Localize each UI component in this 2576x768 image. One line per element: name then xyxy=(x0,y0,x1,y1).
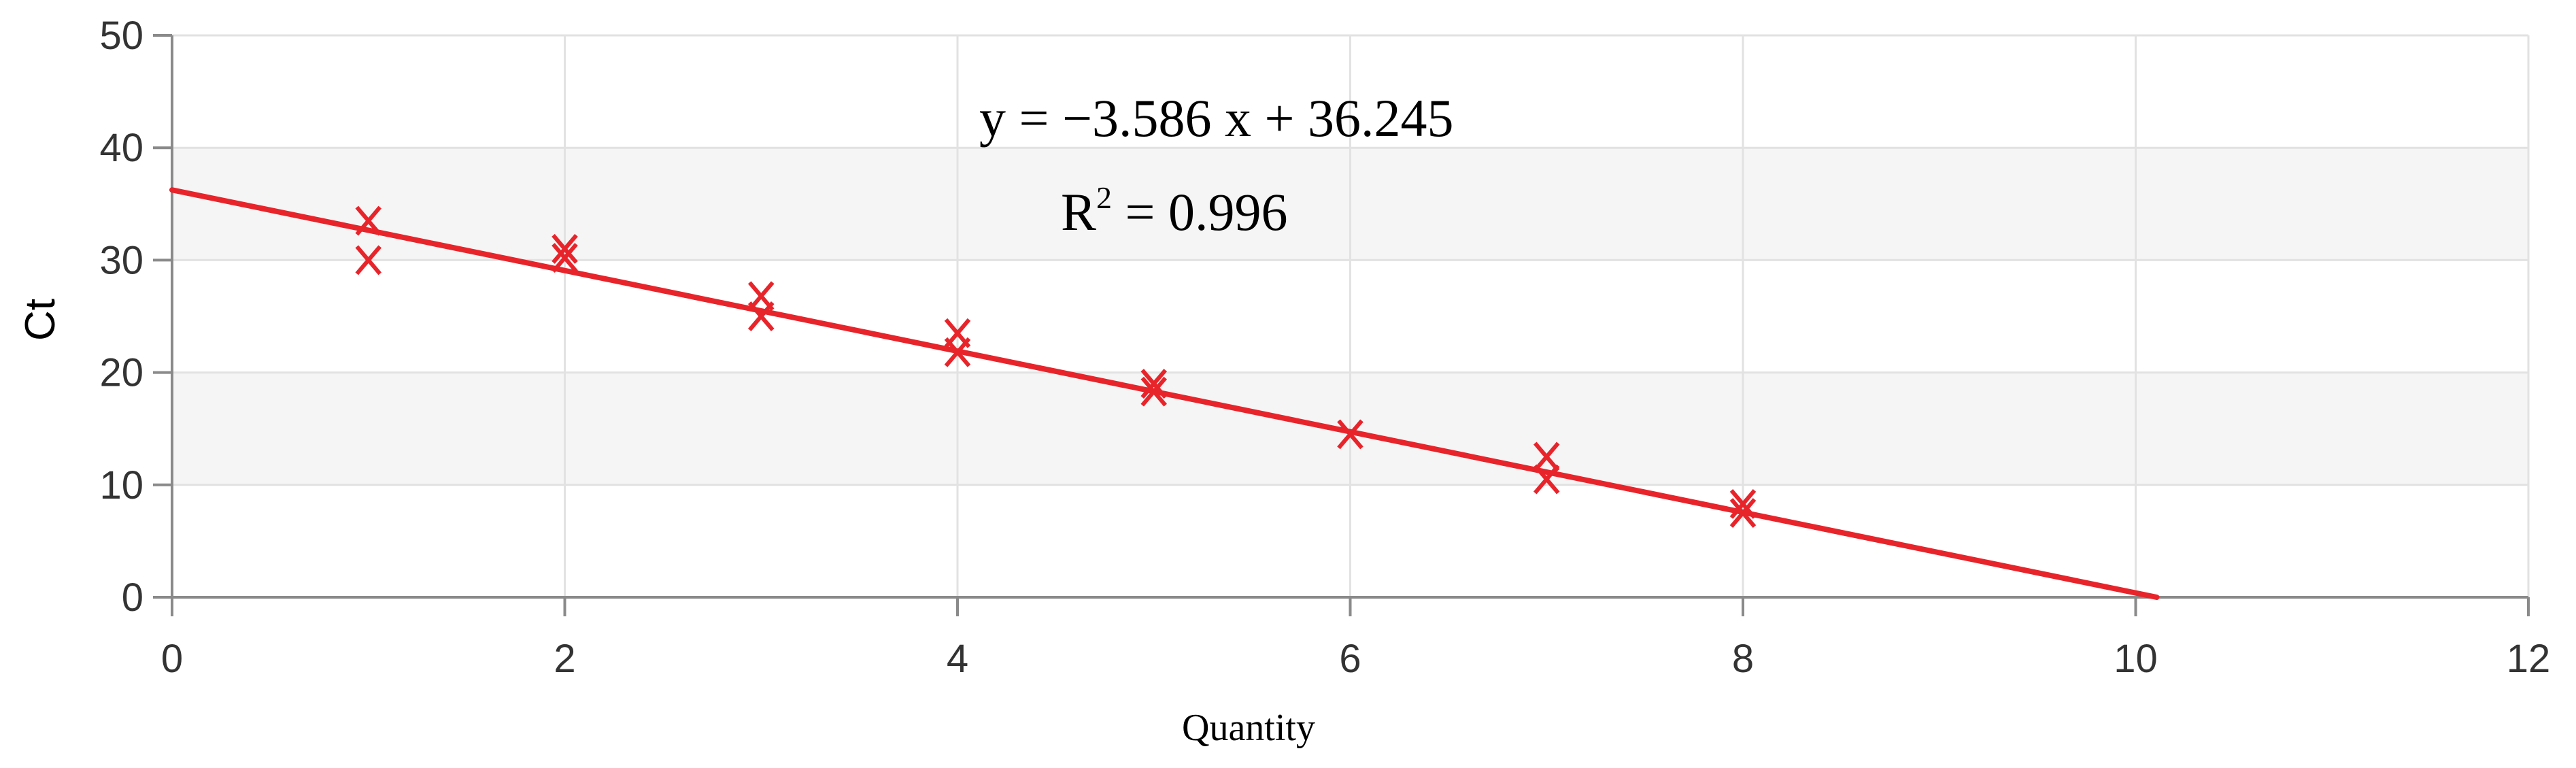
data-point xyxy=(1140,369,1168,399)
r-squared-label: R2 = 0.996 xyxy=(1061,180,1288,241)
y-tick-label: 0 xyxy=(122,575,143,620)
y-tick-label: 20 xyxy=(99,351,143,395)
x-axis-label: Quantity xyxy=(1182,707,1315,749)
x-tick-label: 6 xyxy=(1339,637,1361,681)
y-tick-label: 40 xyxy=(99,126,143,170)
point-stroke xyxy=(355,245,382,276)
x-tick-label: 8 xyxy=(1732,637,1754,681)
point-stroke xyxy=(944,337,971,367)
r-squared-prefix: R xyxy=(1061,182,1096,241)
point-stroke xyxy=(1140,376,1168,407)
point-stroke xyxy=(355,205,382,236)
r-squared-exponent: 2 xyxy=(1096,180,1112,215)
data-point xyxy=(1533,464,1560,495)
data-point xyxy=(1729,488,1757,519)
point-stroke xyxy=(552,233,578,264)
gridlines xyxy=(172,34,2530,597)
data-point xyxy=(1140,376,1168,407)
point-stroke xyxy=(1729,498,1757,529)
data-point xyxy=(552,243,578,273)
trendline-equation: y = −3.586 x + 36.245 xyxy=(979,88,1453,148)
y-tick-label: 10 xyxy=(99,463,143,507)
data-point xyxy=(355,245,382,276)
y-tick-label: 50 xyxy=(99,14,143,58)
axes xyxy=(153,34,2530,616)
data-point xyxy=(355,205,382,236)
x-tick-label: 2 xyxy=(554,637,575,681)
data-point xyxy=(747,301,775,331)
point-stroke xyxy=(1140,369,1168,399)
x-tick-label: 12 xyxy=(2507,637,2551,681)
data-points xyxy=(355,205,1757,529)
point-stroke xyxy=(552,243,578,273)
data-point xyxy=(552,233,578,264)
data-point xyxy=(1337,419,1363,450)
point-stroke xyxy=(1729,488,1757,519)
y-tick-label: 30 xyxy=(99,238,143,282)
x-tick-label: 0 xyxy=(161,637,183,681)
x-tick-label: 10 xyxy=(2114,637,2158,681)
y-tick-labels: 0 10 20 30 40 50 xyxy=(99,14,143,620)
data-point xyxy=(1729,498,1757,529)
point-stroke xyxy=(1533,464,1560,495)
r-squared-value: = 0.996 xyxy=(1112,182,1288,241)
data-point xyxy=(944,337,971,367)
point-stroke xyxy=(1337,419,1363,450)
data-point xyxy=(1533,441,1560,472)
y-axis-label: Ct xyxy=(17,299,64,341)
x-tick-labels: 0 2 4 6 8 10 12 xyxy=(161,637,2550,681)
point-stroke xyxy=(1533,441,1560,472)
x-tick-label: 4 xyxy=(947,637,968,681)
point-stroke xyxy=(747,301,775,331)
